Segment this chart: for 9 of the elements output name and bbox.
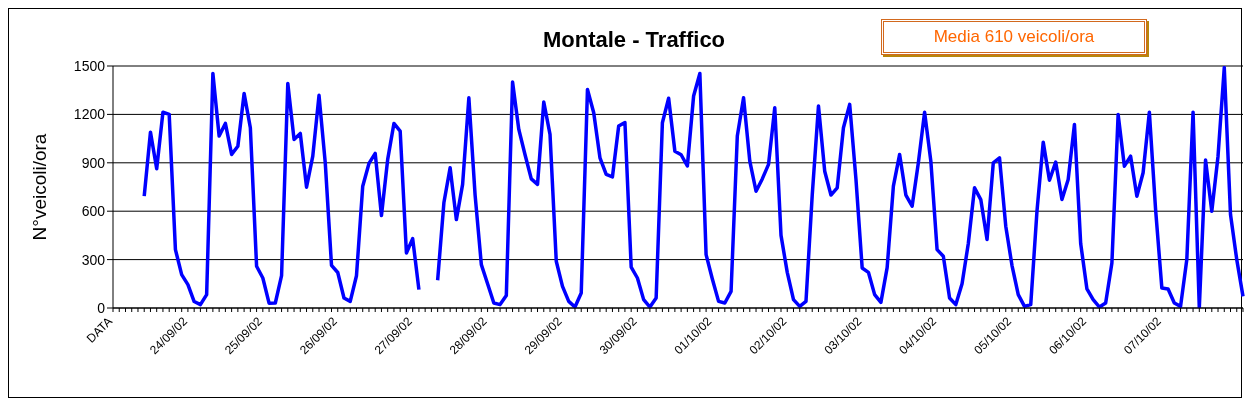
y-tick-label: 600: [81, 203, 106, 220]
y-tick-label: 1500: [73, 57, 106, 74]
chart-title: Montale - Traffico: [542, 27, 726, 52]
text: Media 610 veicoli/ora: [881, 19, 1147, 55]
y-tick-label: 300: [81, 251, 106, 268]
y-tick-label: 0: [97, 299, 106, 316]
y-tick-label: 1200: [73, 106, 106, 123]
y-axis-title: N°veicoli/ora: [28, 133, 50, 241]
y-tick-label: 900: [81, 154, 106, 171]
